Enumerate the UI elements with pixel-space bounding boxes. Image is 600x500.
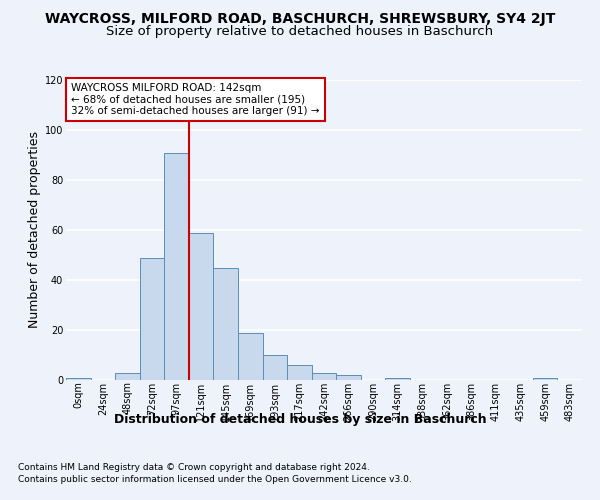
Bar	[385, 378, 410, 380]
Bar	[164, 152, 189, 380]
Bar	[533, 378, 557, 380]
Y-axis label: Number of detached properties: Number of detached properties	[28, 132, 41, 328]
Bar	[238, 332, 263, 380]
Text: Size of property relative to detached houses in Baschurch: Size of property relative to detached ho…	[106, 25, 494, 38]
Text: Distribution of detached houses by size in Baschurch: Distribution of detached houses by size …	[113, 412, 487, 426]
Text: Contains HM Land Registry data © Crown copyright and database right 2024.: Contains HM Land Registry data © Crown c…	[18, 462, 370, 471]
Bar	[263, 355, 287, 380]
Bar	[189, 232, 214, 380]
Bar	[66, 378, 91, 380]
Text: WAYCROSS MILFORD ROAD: 142sqm
← 68% of detached houses are smaller (195)
32% of : WAYCROSS MILFORD ROAD: 142sqm ← 68% of d…	[71, 83, 320, 116]
Bar	[287, 365, 312, 380]
Bar	[115, 372, 140, 380]
Text: Contains public sector information licensed under the Open Government Licence v3: Contains public sector information licen…	[18, 475, 412, 484]
Bar	[214, 268, 238, 380]
Bar	[312, 372, 336, 380]
Bar	[336, 375, 361, 380]
Text: WAYCROSS, MILFORD ROAD, BASCHURCH, SHREWSBURY, SY4 2JT: WAYCROSS, MILFORD ROAD, BASCHURCH, SHREW…	[45, 12, 555, 26]
Bar	[140, 258, 164, 380]
